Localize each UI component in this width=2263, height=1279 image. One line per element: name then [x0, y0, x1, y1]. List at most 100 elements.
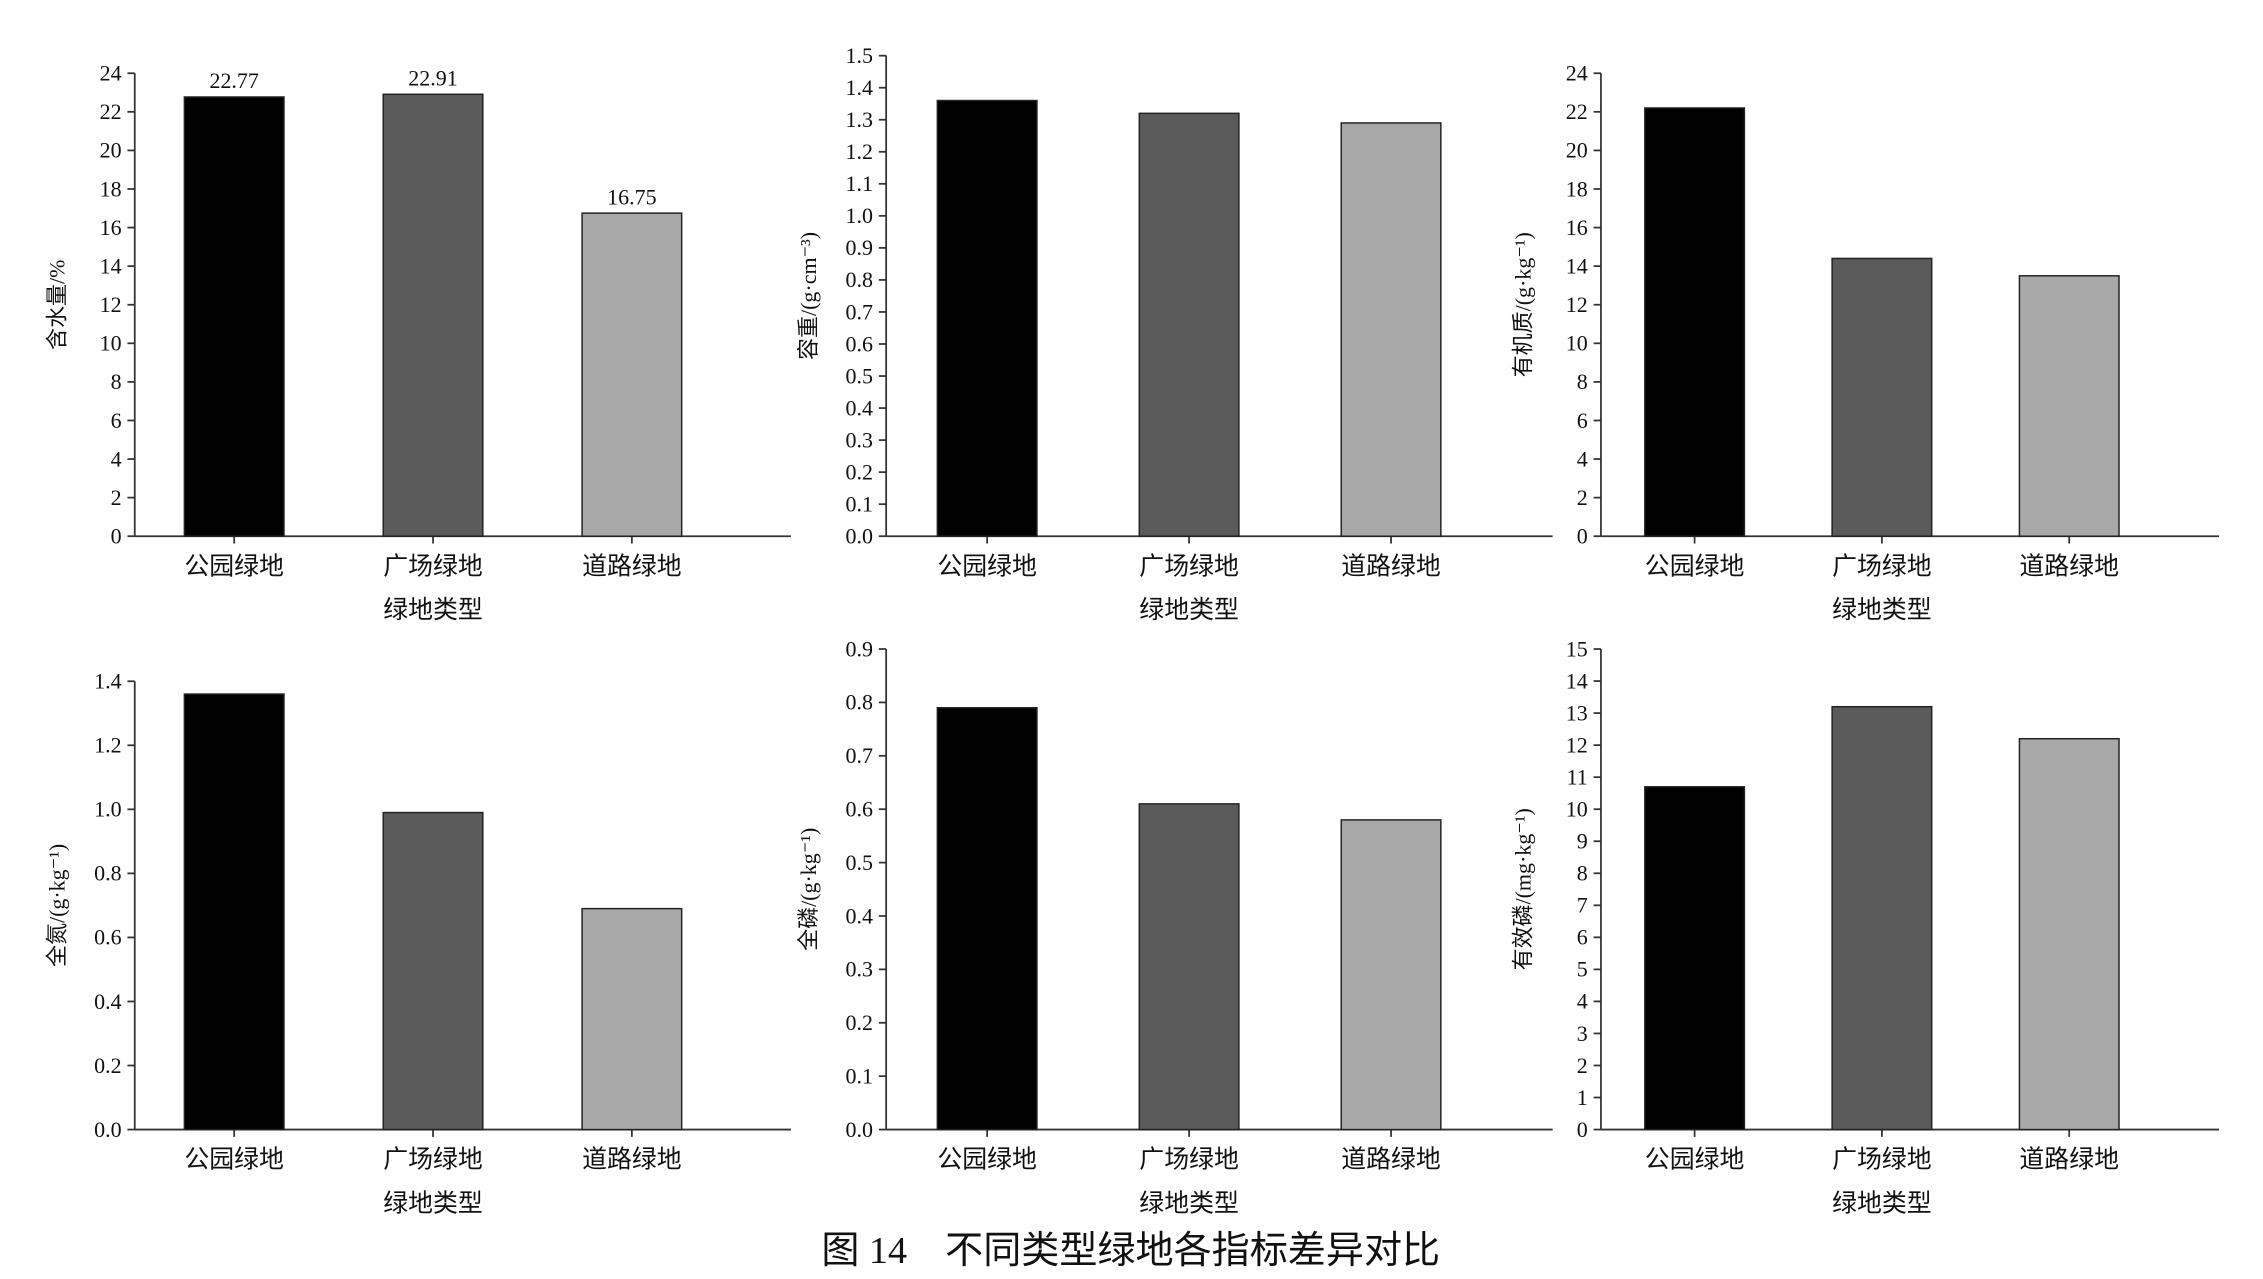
- x-tick-label: 公园绿地: [937, 1146, 1037, 1174]
- y-tick-label: 14: [1566, 253, 1588, 278]
- y-tick-label: 1.1: [846, 171, 873, 196]
- x-tick-label: 道路绿地: [2019, 1146, 2119, 1174]
- y-tick-label: 0.4: [846, 395, 873, 420]
- y-tick-label: 14: [1566, 668, 1588, 693]
- y-tick-label: 1.4: [846, 75, 873, 100]
- y-tick-label: 0.0: [94, 1117, 121, 1142]
- y-tick-label: 16: [100, 215, 122, 240]
- y-tick-label: 22: [100, 99, 122, 124]
- y-tick-label: 1.3: [846, 107, 873, 132]
- y-tick-label: 24: [100, 61, 122, 86]
- y-tick-label: 0.8: [846, 690, 873, 715]
- y-tick-label: 0: [1577, 1117, 1588, 1142]
- y-tick-label: 22: [1566, 99, 1588, 124]
- bar: [382, 93, 484, 537]
- y-tick-label: 0.4: [94, 989, 121, 1014]
- y-tick-label: 0: [111, 524, 122, 549]
- x-axis-label: 绿地类型: [1832, 596, 1932, 624]
- value-label: 22.77: [209, 68, 258, 93]
- y-tick-label: 0.7: [846, 743, 873, 768]
- y-tick-label: 1.0: [94, 797, 121, 822]
- bar: [1138, 112, 1240, 537]
- y-tick-label: 6: [111, 408, 122, 433]
- y-axis-label: 有机质/(g·kg⁻¹): [1511, 232, 1536, 377]
- bar: [581, 212, 683, 537]
- y-tick-label: 0.0: [846, 1117, 873, 1142]
- y-tick-label: 0.9: [846, 235, 873, 260]
- y-tick-label: 15: [1566, 636, 1588, 661]
- x-tick-label: 道路绿地: [582, 552, 682, 580]
- y-tick-label: 8: [111, 369, 122, 394]
- x-tick-label: 公园绿地: [184, 552, 284, 580]
- y-tick-label: 0.7: [846, 299, 873, 324]
- y-axis-label: 含水量/%: [44, 260, 69, 350]
- y-tick-label: 3: [1577, 1021, 1588, 1046]
- y-axis-label: 容重/(g·cm⁻³): [796, 232, 821, 360]
- y-tick-label: 10: [100, 331, 122, 356]
- y-tick-label: 0.9: [846, 636, 873, 661]
- x-tick-label: 公园绿地: [1645, 1146, 1745, 1174]
- y-tick-label: 1.0: [846, 203, 873, 228]
- bar: [2018, 737, 2120, 1131]
- y-tick-label: 16: [1566, 215, 1588, 240]
- y-tick-label: 2: [111, 485, 122, 510]
- x-tick-label: 道路绿地: [2019, 552, 2119, 580]
- y-tick-label: 0.6: [846, 331, 873, 356]
- y-axis-label: 有效磷/(mg·kg⁻¹): [1511, 808, 1536, 970]
- value-label: 22.91: [408, 65, 457, 90]
- y-tick-label: 11: [1567, 764, 1588, 789]
- x-axis-label: 绿地类型: [383, 1190, 483, 1218]
- y-tick-label: 0.5: [846, 363, 873, 388]
- y-tick-label: 12: [100, 292, 122, 317]
- x-axis-label: 绿地类型: [1139, 1190, 1239, 1218]
- y-tick-label: 0.6: [846, 797, 873, 822]
- x-tick-label: 广场绿地: [1139, 1146, 1239, 1174]
- bar: [936, 99, 1038, 537]
- x-tick-label: 道路绿地: [1341, 552, 1441, 580]
- x-tick-label: 广场绿地: [1832, 1146, 1932, 1174]
- y-tick-label: 8: [1577, 369, 1588, 394]
- bar: [1831, 257, 1933, 537]
- y-tick-label: 18: [1566, 176, 1588, 201]
- y-tick-label: 1.2: [846, 139, 873, 164]
- y-tick-label: 7: [1577, 893, 1588, 918]
- y-tick-label: 12: [1566, 292, 1588, 317]
- y-tick-label: 2: [1577, 1053, 1588, 1078]
- y-tick-label: 12: [1566, 732, 1588, 757]
- bar: [581, 907, 683, 1131]
- figure-caption: 图 14 不同类型绿地各指标差异对比: [821, 1229, 1440, 1272]
- y-tick-label: 6: [1577, 408, 1588, 433]
- x-tick-label: 广场绿地: [1139, 552, 1239, 580]
- x-tick-label: 道路绿地: [1341, 1146, 1441, 1174]
- y-tick-label: 1: [1577, 1085, 1588, 1110]
- y-tick-label: 20: [1566, 138, 1588, 163]
- y-tick-label: 0.0: [846, 524, 873, 549]
- y-tick-label: 0.4: [846, 903, 873, 928]
- y-tick-label: 0.5: [846, 850, 873, 875]
- y-tick-label: 4: [1577, 446, 1588, 471]
- y-tick-label: 20: [100, 138, 122, 163]
- x-tick-label: 公园绿地: [1645, 552, 1745, 580]
- y-tick-label: 14: [100, 253, 122, 278]
- bar: [936, 707, 1038, 1131]
- y-tick-label: 1.5: [846, 43, 873, 68]
- y-tick-label: 0: [1577, 524, 1588, 549]
- bar: [1831, 705, 1933, 1131]
- y-tick-label: 0.2: [846, 459, 873, 484]
- bar: [1644, 107, 1746, 537]
- y-tick-label: 2: [1577, 485, 1588, 510]
- y-tick-label: 4: [1577, 989, 1588, 1014]
- y-tick-label: 10: [1566, 797, 1588, 822]
- y-tick-label: 0.2: [94, 1053, 121, 1078]
- y-tick-label: 0.6: [94, 925, 121, 950]
- bar: [1340, 819, 1442, 1131]
- x-tick-label: 广场绿地: [1832, 552, 1932, 580]
- value-label: 16.75: [607, 184, 656, 209]
- y-tick-label: 0.3: [846, 427, 873, 452]
- bar: [1340, 122, 1442, 537]
- y-tick-label: 0.1: [846, 492, 873, 517]
- y-tick-label: 0.1: [846, 1063, 873, 1088]
- y-tick-label: 1.4: [94, 669, 121, 694]
- y-tick-label: 1.2: [94, 733, 121, 758]
- y-tick-label: 6: [1577, 925, 1588, 950]
